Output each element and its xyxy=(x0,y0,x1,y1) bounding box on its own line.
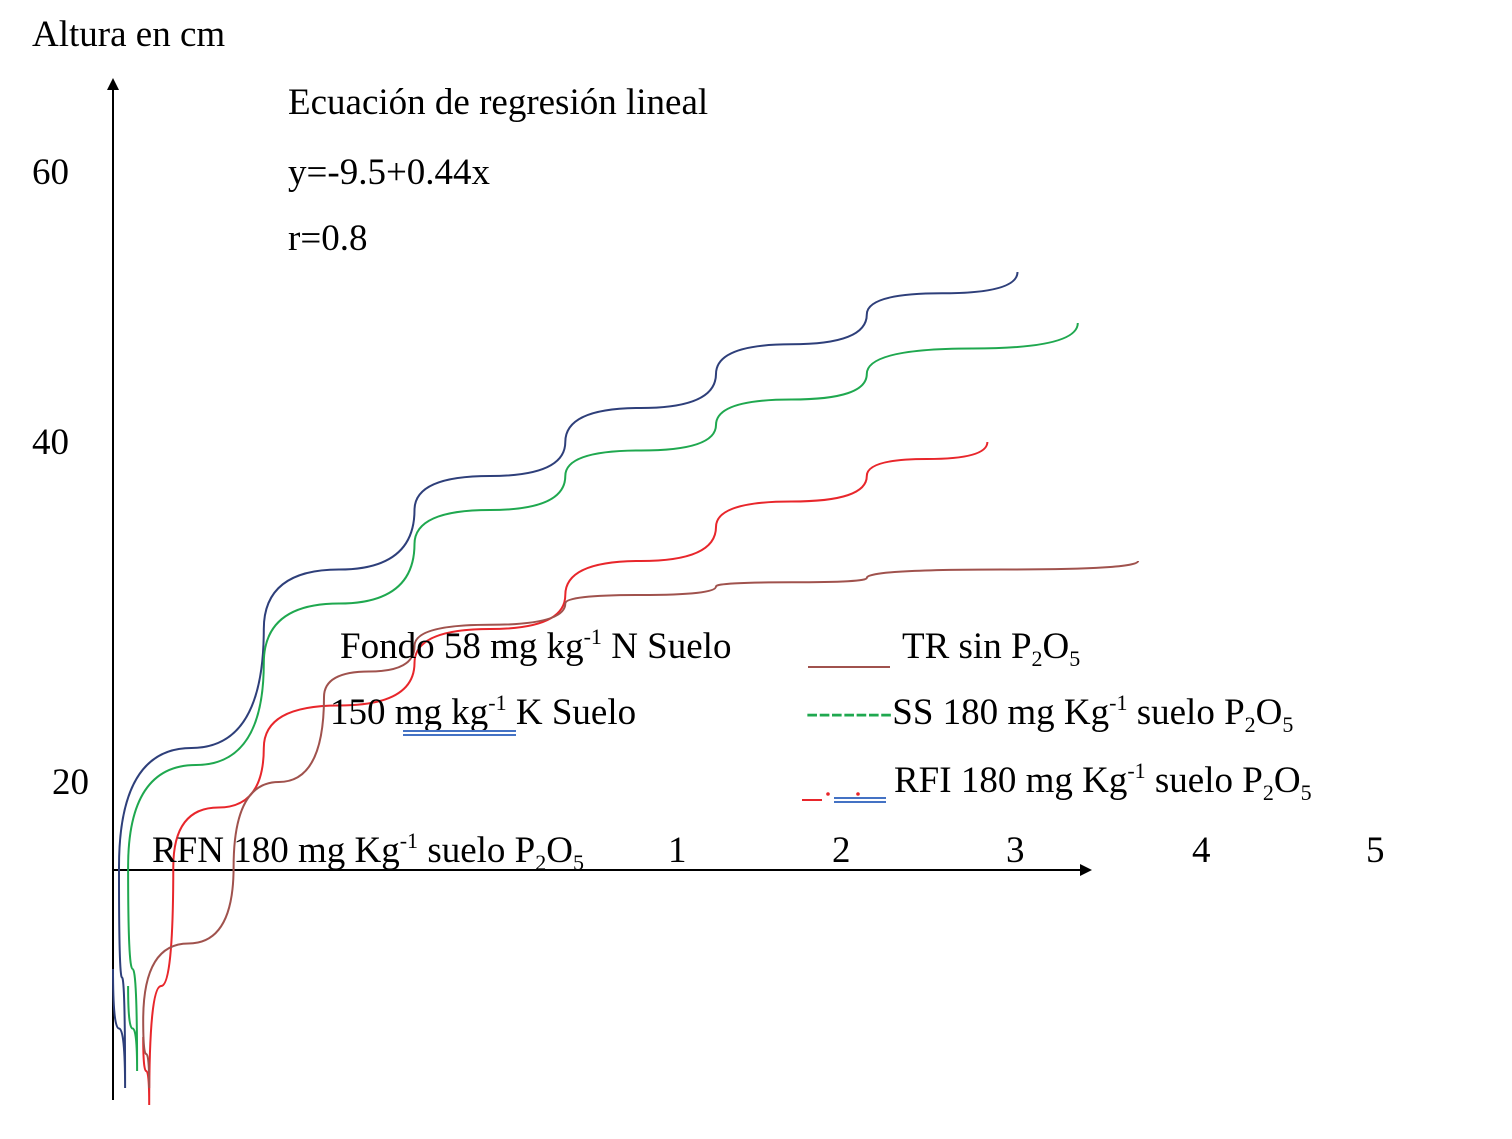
regression-title: Ecuación de regresión lineal xyxy=(288,82,708,123)
y-tick-label: 20 xyxy=(52,762,89,803)
series-line-rfi xyxy=(142,441,989,1106)
series-line-rfn xyxy=(112,271,1019,1089)
legend-swatch-rfi-dot xyxy=(856,792,860,796)
legend-swatch-rfi-dot xyxy=(826,792,830,796)
legend-label-rfi: RFI 180 mg Kg-1 suelo P2O5 xyxy=(894,758,1312,805)
note-soil-n: Fondo 58 mg kg-1 N Suelo xyxy=(340,624,731,667)
x-tick-label: 4 xyxy=(1192,830,1211,871)
series-line-tr xyxy=(142,560,1140,1089)
legend-label-tr: TR sin P2O5 xyxy=(902,626,1080,671)
x-tick-label: 2 xyxy=(832,830,851,871)
regression-r: r=0.8 xyxy=(288,218,367,259)
x-tick-label: 1 xyxy=(668,830,687,871)
x-tick-label: 3 xyxy=(1006,830,1025,871)
y-tick-label: 40 xyxy=(32,422,69,463)
legend-label-ss: -------SS 180 mg Kg-1 suelo P2O5 xyxy=(806,690,1293,737)
y-axis-label: Altura en cm xyxy=(32,14,225,55)
legend-label-rfn: RFN 180 mg Kg-1 suelo P2O5 xyxy=(152,828,584,875)
y-tick-label: 60 xyxy=(32,152,69,193)
regression-equation: y=-9.5+0.44x xyxy=(288,152,491,193)
series-line-ss xyxy=(127,322,1079,1072)
note-soil-k: 150 mg kg-1 K Suelo xyxy=(330,690,636,733)
x-tick-label: 5 xyxy=(1366,830,1385,871)
